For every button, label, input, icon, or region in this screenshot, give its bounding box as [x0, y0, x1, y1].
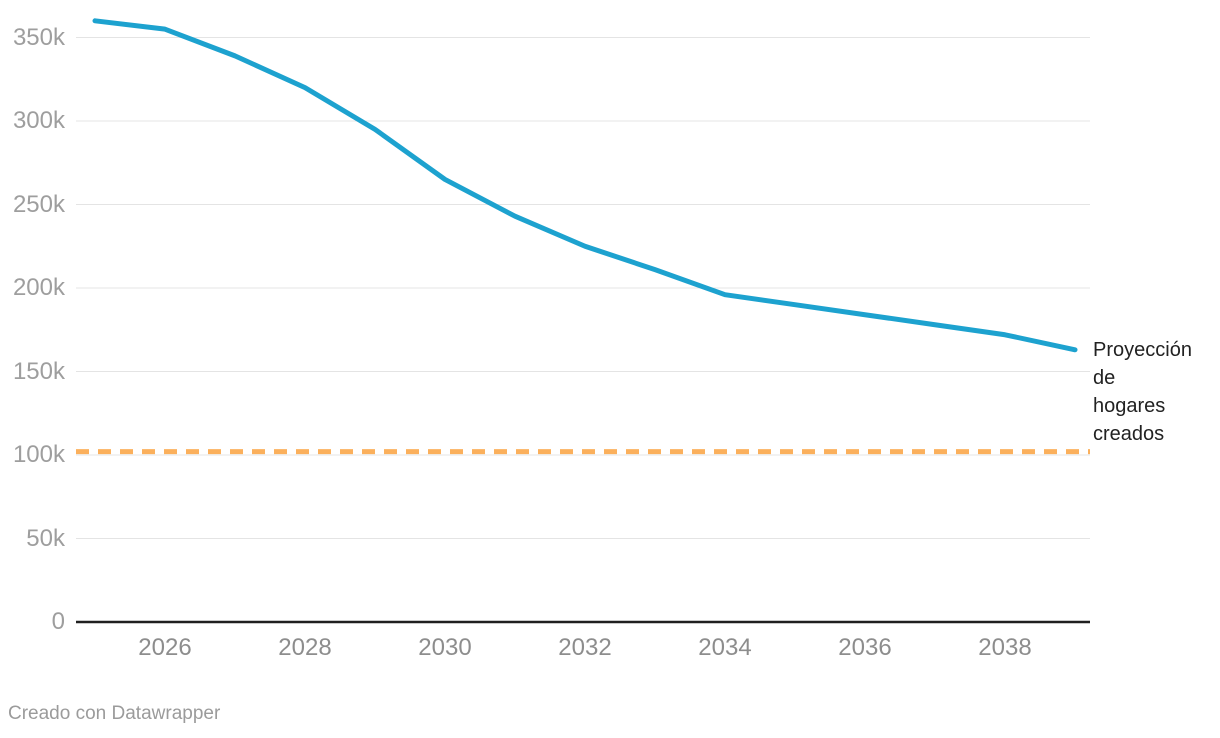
- y-axis-tick-label: 250k: [12, 190, 65, 218]
- projection-line: [92, 18, 1078, 353]
- y-axis-tick-label: 200k: [12, 274, 65, 301]
- x-axis-tick-label: 2034: [698, 634, 752, 661]
- datawrapper-attribution-link[interactable]: Creado con Datawrapper: [8, 703, 221, 724]
- y-axis-tick-label: 350k: [12, 23, 65, 51]
- x-axis-tick-label: 2036: [838, 634, 892, 661]
- x-axis-tick-label: 2032: [558, 634, 612, 661]
- y-axis-tick-label: 150k: [12, 357, 65, 385]
- x-axis-tick-label: 2030: [418, 634, 472, 661]
- series-label: Proyección de hogares creados: [1093, 339, 1192, 445]
- x-axis-tick-label: 2026: [138, 634, 192, 661]
- y-axis-tick-label: 50k: [26, 524, 65, 552]
- line-chart-canvas: [76, 18, 1090, 624]
- y-axis-tick-label: 0: [51, 608, 65, 635]
- y-axis-tick-label: 300k: [12, 107, 65, 134]
- y-axis-tick-label: 100k: [12, 441, 65, 468]
- horizontal-gridlines: [76, 37, 1090, 539]
- x-axis-tick-label: 2038: [978, 634, 1032, 661]
- x-axis-tick-label: 2028: [278, 634, 332, 661]
